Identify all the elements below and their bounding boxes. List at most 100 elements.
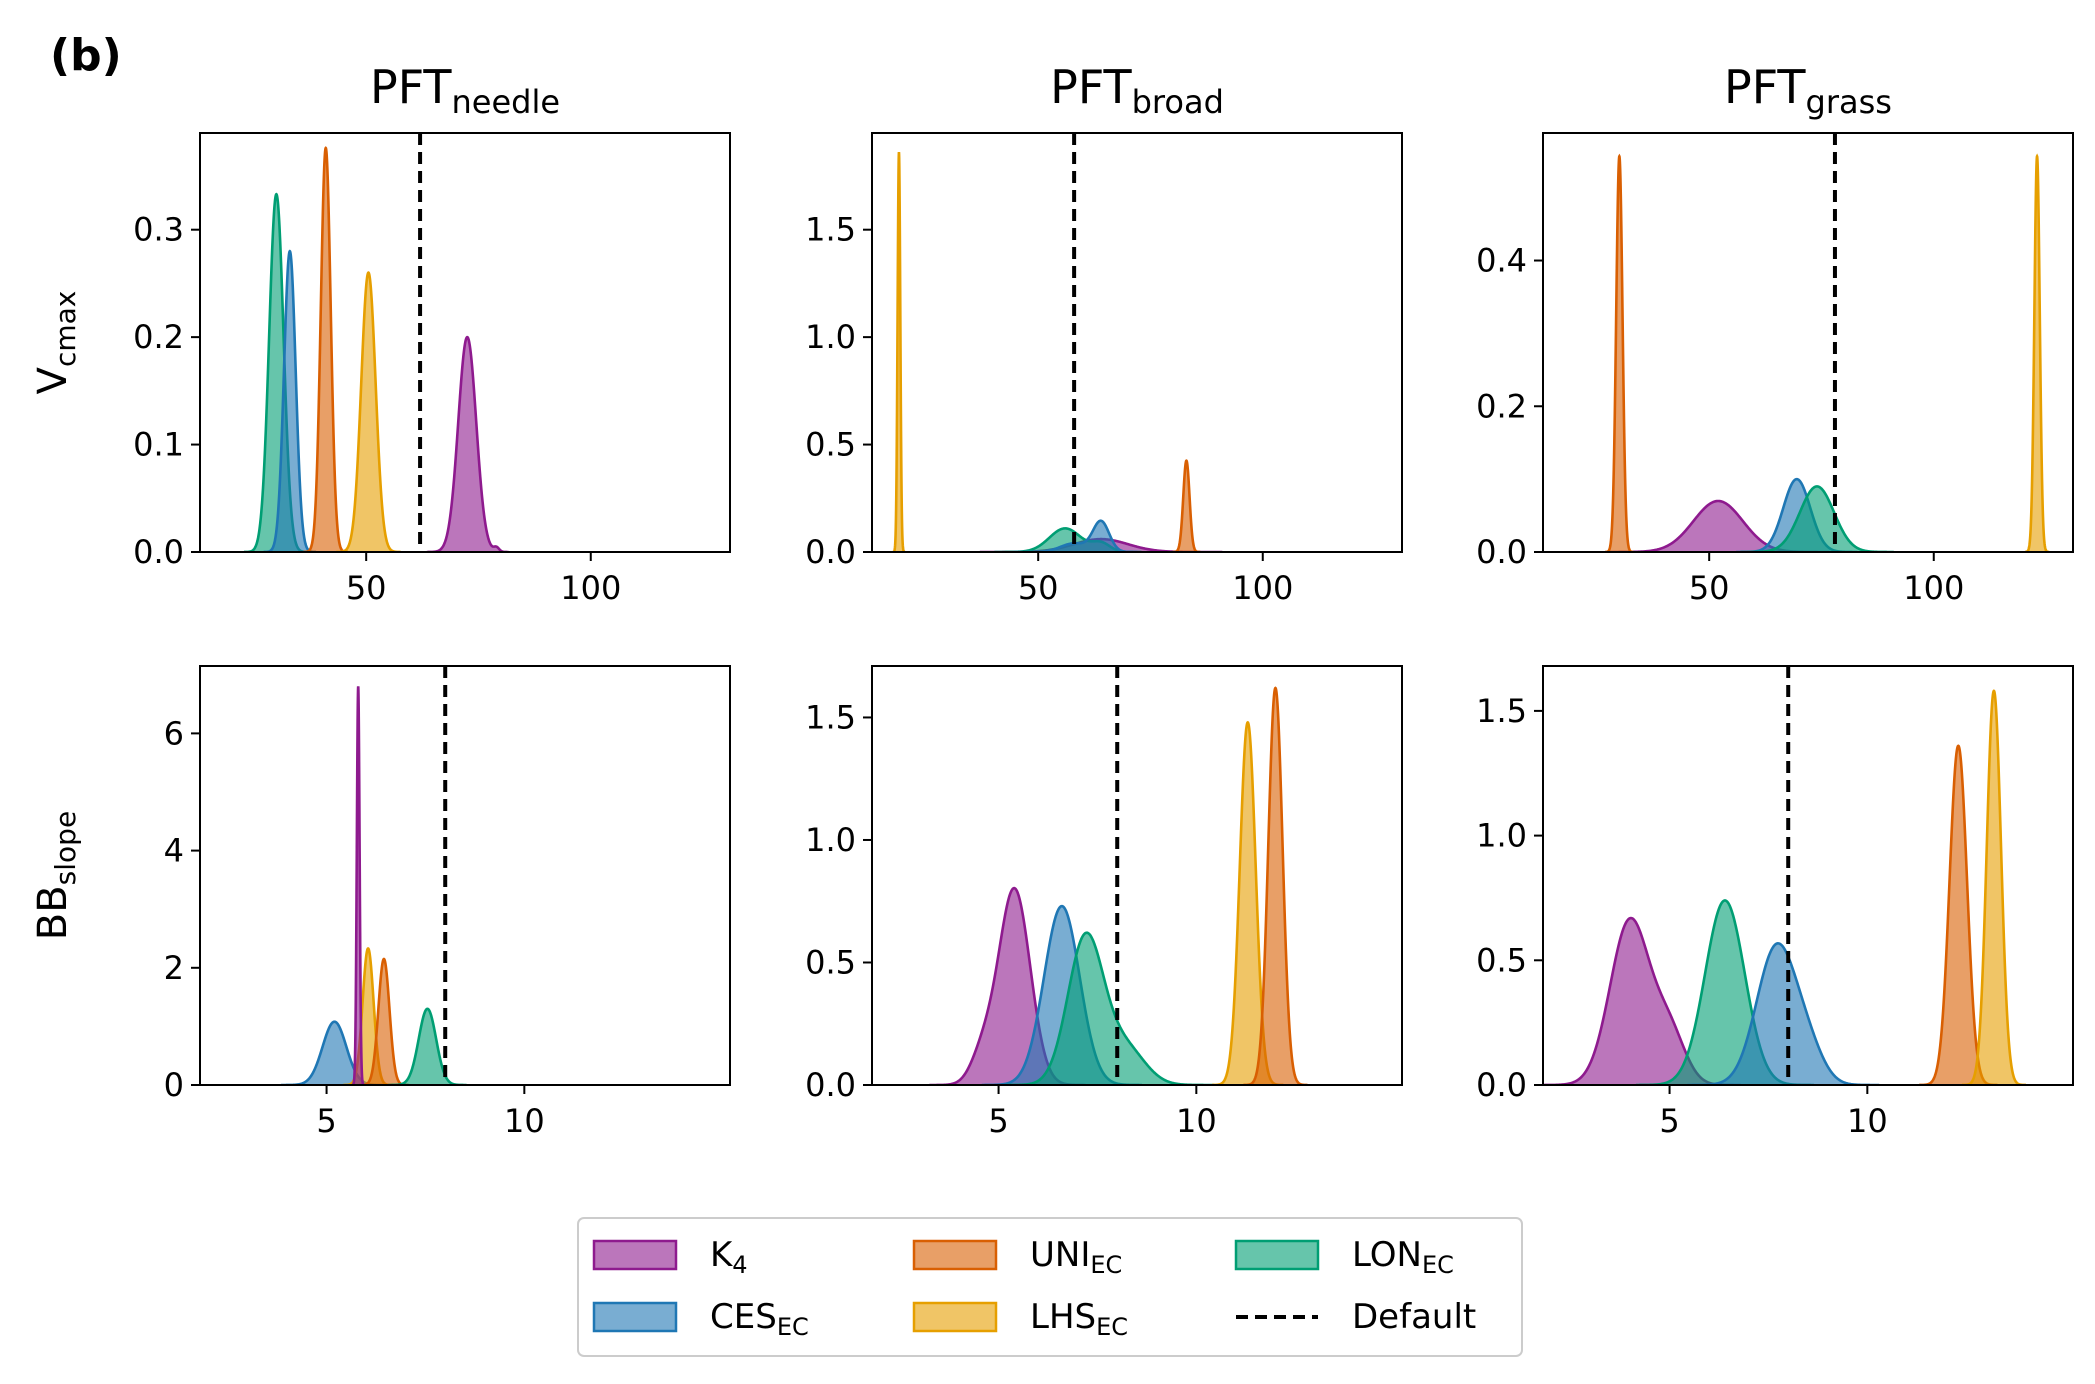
panel-0-0: 50 100 0.0 0.1 0.2 0.3 (133, 132, 731, 607)
density-line-UNI (1172, 459, 1201, 552)
density-K4 (351, 686, 365, 1085)
x-tick-label: 10 (504, 1102, 545, 1140)
panel-1-1: 5 10 0.0 0.5 1.0 1.5 (805, 665, 1403, 1140)
legend-label-LHS-sub: EC (1096, 1313, 1128, 1341)
x-tick-label: 50 (1018, 569, 1059, 607)
column-title-grass-sub: grass (1806, 83, 1892, 121)
x-tick-label: 50 (346, 569, 387, 607)
y-tick-label: 0.0 (1476, 1066, 1527, 1104)
y-tick-label: 1.5 (805, 211, 856, 249)
x-tick-label: 5 (316, 1102, 336, 1140)
axes-frame (1542, 132, 2074, 553)
legend-swatch-LON (1234, 1239, 1320, 1271)
x-tick-label: 100 (560, 569, 621, 607)
figure-label: (b) (50, 30, 122, 81)
row-label-cmax: Vcmax (30, 291, 82, 395)
legend-swatch-CES (592, 1301, 678, 1333)
plot-area (929, 666, 1308, 1085)
plot-area (281, 666, 467, 1085)
axes-frame (871, 665, 1403, 1086)
column-title-broad: PFTbroad (1050, 60, 1224, 121)
x-tick-label: 50 (1689, 569, 1730, 607)
density-line-LHS (2024, 153, 2050, 552)
density-UNI (1919, 745, 1998, 1085)
legend-label-LON-main: LON (1352, 1235, 1422, 1275)
row-label-group: Vcmax (30, 291, 82, 395)
density-line-UNI (1243, 686, 1308, 1085)
y-tick-label: 0.3 (133, 211, 184, 249)
y-tick-label: 1.5 (805, 698, 856, 736)
legend-label-CES-sub: EC (777, 1313, 809, 1341)
density-UNI (1605, 156, 1634, 552)
legend-label-UNI-main: UNI (1030, 1235, 1090, 1275)
y-tick-label: 0.5 (1476, 941, 1527, 979)
row-label-slope: BBslope (30, 811, 82, 940)
plot-area (243, 133, 509, 552)
density-line-CES (1687, 942, 1880, 1085)
y-tick-label: 0.5 (805, 426, 856, 464)
density-line-UNI (1605, 153, 1634, 552)
axes-frame (871, 132, 1403, 553)
density-line-CES (263, 249, 317, 552)
density-UNI (1243, 688, 1308, 1085)
plot-area (1605, 133, 2050, 552)
legend-label-UNI: UNIEC (1030, 1235, 1122, 1279)
panel-1-2: 5 10 0.0 0.5 1.0 1.5 (1476, 665, 2074, 1140)
density-UNI (359, 959, 409, 1085)
legend-swatch-UNI (912, 1239, 998, 1271)
column-title-needle-sub: needle (451, 83, 560, 121)
density-CES (1687, 943, 1880, 1085)
density-line-LHS (892, 152, 906, 552)
legend-label-default: Default (1352, 1297, 1476, 1337)
panel-0-2: 50 100 0.0 0.2 0.4 (1476, 132, 2074, 607)
legend-label-K4-main: K (710, 1235, 734, 1275)
y-tick-label: 2 (164, 949, 184, 987)
y-tick-label: 0.1 (133, 426, 184, 464)
plot-area (1543, 666, 2026, 1085)
row-label-cmax-sub: cmax (49, 291, 82, 367)
legend-label-LON: LONEC (1352, 1235, 1454, 1279)
legend-label-CES: CESEC (710, 1297, 809, 1341)
y-tick-label: 1.5 (1476, 692, 1527, 730)
density-UNI (1172, 460, 1201, 552)
x-tick-label: 100 (1232, 569, 1293, 607)
column-title-needle: PFTneedle (370, 60, 560, 121)
density-CES (1736, 479, 1858, 552)
y-tick-label: 0 (164, 1066, 184, 1104)
axes-frame (199, 132, 731, 553)
column-title-grass-main: PFT (1724, 60, 1806, 114)
density-K4 (1607, 500, 1830, 552)
y-tick-label: 0.5 (805, 943, 856, 981)
density-LHS (343, 948, 394, 1085)
column-title-needle-main: PFT (370, 60, 452, 114)
y-tick-label: 0.0 (805, 533, 856, 571)
legend-label-CES-main: CES (710, 1297, 777, 1337)
density-line-UNI (303, 146, 348, 552)
axes-frame (1542, 665, 2074, 1086)
y-tick-label: 0.0 (805, 1066, 856, 1104)
density-line-K4 (426, 335, 509, 552)
density-UNI (303, 148, 348, 552)
legend-swatch-LHS (912, 1301, 998, 1333)
x-tick-label: 5 (1659, 1102, 1679, 1140)
x-tick-label: 10 (1176, 1102, 1217, 1140)
y-tick-label: 1.0 (1476, 817, 1527, 855)
density-LHS (1961, 690, 2026, 1085)
legend-label-K4-sub: 4 (732, 1251, 747, 1279)
legend-label-UNI-sub: EC (1090, 1251, 1122, 1279)
y-tick-label: 4 (164, 832, 184, 870)
density-K4 (426, 337, 509, 552)
x-tick-label: 5 (988, 1102, 1008, 1140)
legend-label-LON-sub: EC (1422, 1251, 1454, 1279)
density-LON (1005, 932, 1215, 1085)
row-label-cmax-main: V (30, 366, 76, 394)
column-title-broad-main: PFT (1050, 60, 1132, 114)
column-title-grass: PFTgrass (1724, 60, 1892, 121)
panel-0-1: 50 100 0.0 0.5 1.0 1.5 (805, 132, 1403, 607)
x-tick-label: 10 (1847, 1102, 1888, 1140)
density-line-LHS (336, 271, 401, 552)
density-LHS (2024, 156, 2050, 552)
density-line-LHS (1961, 689, 2026, 1085)
density-LHS (1212, 722, 1284, 1085)
